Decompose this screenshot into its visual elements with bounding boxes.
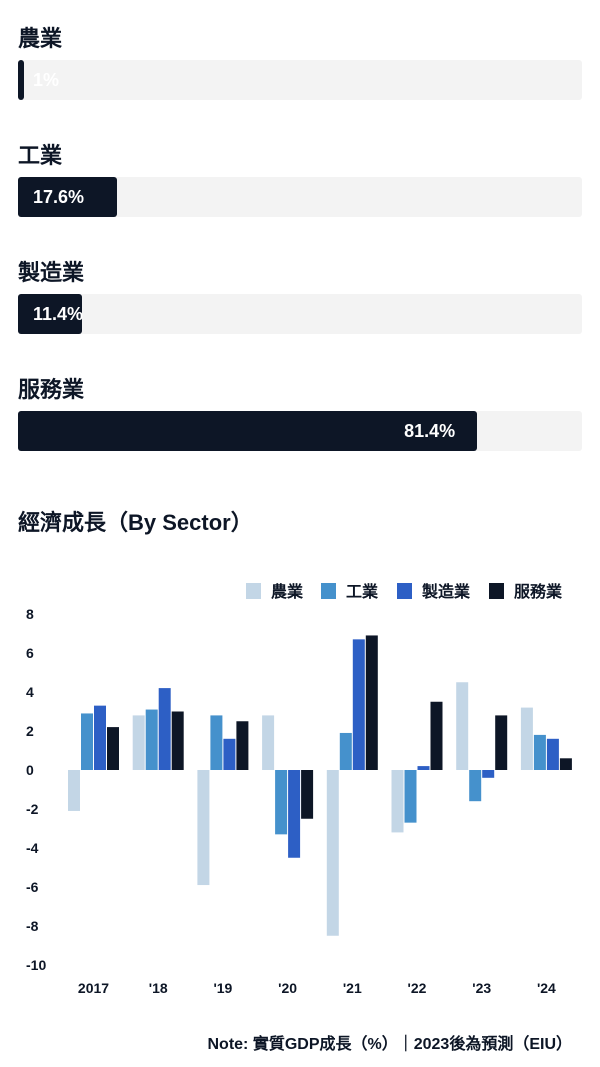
bar-5-2	[417, 766, 430, 770]
x-tick-label: '24	[537, 980, 556, 996]
bar-4-1	[339, 732, 352, 770]
sector-share-track: 1%	[18, 60, 582, 100]
bar-6-2	[482, 770, 495, 778]
chart-note: Note: 實質GDP成長（%）｜2023後為預測（EIU）	[207, 1036, 573, 1053]
bar-6-3	[495, 715, 508, 770]
bar-0-2	[94, 705, 106, 770]
sector-share-label: 工業	[18, 143, 63, 168]
bar-0-3	[107, 727, 119, 770]
bar-3-1	[275, 770, 288, 835]
chart-legend: 農業 工業 製造業 服務業	[246, 582, 563, 601]
sector-share-manufacturing: 製造業 11.4%	[18, 260, 582, 334]
y-tick-label: 4	[26, 684, 34, 700]
y-tick-label: 6	[26, 645, 34, 661]
sector-share-track: 17.6%	[18, 177, 582, 217]
legend-label: 製造業	[421, 582, 471, 601]
sector-share-label: 農業	[18, 26, 63, 51]
x-tick-label: '21	[343, 980, 362, 996]
bar-2-1	[210, 715, 223, 770]
sector-share-value: 1%	[33, 70, 60, 90]
legend-label: 服務業	[514, 582, 563, 601]
sector-share-services: 服務業 81.4%	[18, 377, 582, 451]
x-tick-label: '22	[408, 980, 427, 996]
sector-share-label: 服務業	[18, 377, 85, 402]
bar-7-3	[559, 758, 572, 770]
y-tick-label: -6	[26, 879, 39, 895]
bar-7-2	[546, 738, 559, 770]
sector-share-bar	[18, 294, 83, 334]
bar-7-0	[520, 707, 533, 770]
bar-3-2	[288, 770, 301, 858]
sector-share-bar	[18, 411, 478, 451]
x-tick-label: '19	[213, 980, 232, 996]
x-tick-label: '18	[149, 980, 168, 996]
y-tick-label: 0	[26, 762, 34, 778]
bar-0-0	[68, 770, 80, 811]
bar-1-2	[158, 688, 171, 770]
x-axis: 2017 '18 '19 '20 '21 '22 '23 '24	[78, 980, 556, 996]
bar-1-3	[171, 711, 184, 770]
bar-4-0	[326, 770, 339, 936]
chart-title: 經濟成長（By Sector）	[18, 510, 253, 535]
y-tick-label: -8	[26, 918, 39, 934]
x-tick-label: '20	[278, 980, 297, 996]
bar-4-2	[352, 639, 365, 770]
bar-2-0	[197, 770, 210, 886]
bar-6-0	[456, 682, 469, 770]
legend-label: 工業	[346, 582, 379, 601]
sector-share-label: 製造業	[18, 260, 85, 285]
legend-swatch	[321, 583, 336, 599]
bar-3-0	[262, 715, 275, 770]
bar-4-3	[365, 635, 378, 770]
bar-7-1	[533, 734, 546, 770]
bar-3-3	[301, 770, 314, 819]
bar-1-1	[145, 709, 158, 770]
bar-2-2	[223, 738, 236, 770]
sector-share-agriculture: 農業 1%	[18, 26, 582, 100]
y-tick-label: 2	[26, 723, 34, 739]
sector-share-value: 81.4%	[404, 421, 456, 441]
sector-share-industry: 工業 17.6%	[18, 143, 582, 217]
bar-1-0	[132, 715, 145, 770]
sector-share-value: 11.4%	[33, 304, 84, 324]
bar-0-1	[81, 713, 93, 770]
y-axis: 8 6 4 2 0 -2 -4 -6 -8 -10	[26, 606, 46, 973]
sector-share-value: 17.6%	[33, 187, 85, 207]
sector-share-bar	[18, 60, 24, 100]
sector-share-track: 11.4%	[18, 294, 582, 334]
y-tick-label: -2	[26, 801, 39, 817]
chart-bars	[68, 635, 572, 936]
bar-6-1	[469, 770, 482, 802]
legend-swatch	[489, 583, 504, 599]
legend-swatch	[397, 583, 412, 599]
growth-chart: 農業 工業 製造業 服務業 8 6 4 2 0 -2 -4 -6 -8 -10 2017 '18 '19 '2…	[26, 582, 572, 996]
bar-2-3	[236, 721, 249, 770]
x-tick-label: 2017	[78, 980, 109, 996]
y-tick-label: 8	[26, 606, 34, 622]
y-tick-label: -10	[26, 957, 46, 973]
legend-label: 農業	[271, 582, 304, 601]
bar-5-3	[430, 701, 443, 770]
sector-share-track: 81.4%	[18, 411, 582, 451]
x-tick-label: '23	[472, 980, 491, 996]
bar-5-1	[404, 770, 417, 823]
y-tick-label: -4	[26, 840, 39, 856]
bar-5-0	[391, 770, 404, 833]
legend-swatch	[246, 583, 261, 599]
sector-share-bar	[18, 177, 118, 217]
